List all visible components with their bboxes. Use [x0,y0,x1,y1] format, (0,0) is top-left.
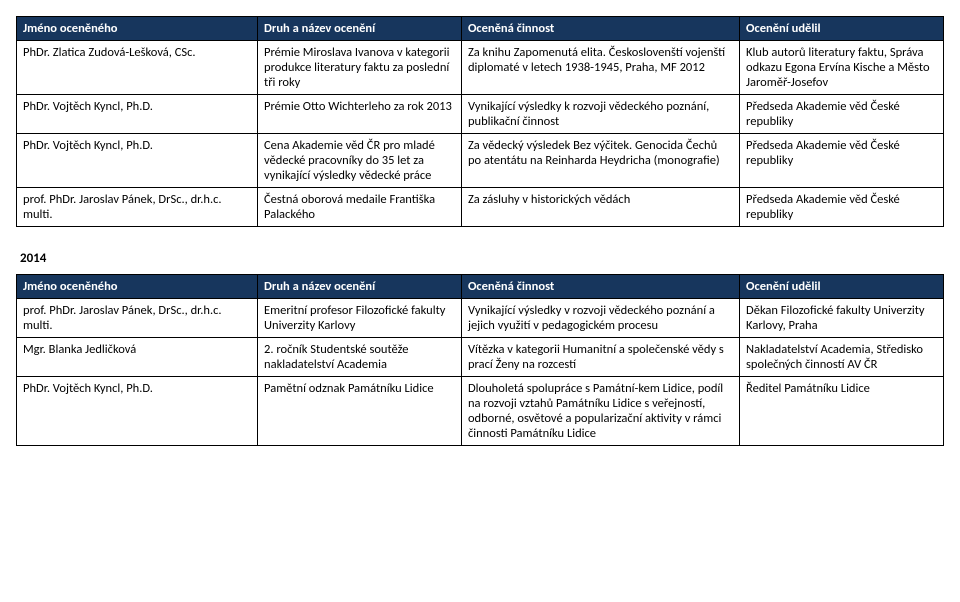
cell-activity: Za knihu Zapomenutá elita. Českoslovenšt… [461,41,739,95]
col-header-award: Druh a název ocenění [258,275,462,299]
cell-granted: Nakladatelství Academia, Středisko spole… [740,338,944,377]
cell-name: prof. PhDr. Jaroslav Pánek, DrSc., dr.h.… [17,188,258,227]
table-row: PhDr. Vojtěch Kyncl, Ph.D. Prémie Otto W… [17,95,944,134]
cell-activity: Dlouholetá spolupráce s Památní-kem Lidi… [461,377,739,446]
cell-activity: Vynikající výsledky v rozvoji vědeckého … [461,299,739,338]
cell-award: Emeritní profesor Filozofické fakulty Un… [258,299,462,338]
cell-granted: Klub autorů literatury faktu, Správa odk… [740,41,944,95]
cell-granted: Předseda Akademie věd České republiky [740,134,944,188]
col-header-granted: Ocenění udělil [740,275,944,299]
cell-activity: Za vědecký výsledek Bez výčitek. Genocid… [461,134,739,188]
awards-table-1: Jméno oceněného Druh a název ocenění Oce… [16,16,944,227]
cell-granted: Děkan Filozofické fakulty Univerzity Kar… [740,299,944,338]
year-heading: 2014 [20,251,944,266]
table-row: prof. PhDr. Jaroslav Pánek, DrSc., dr.h.… [17,188,944,227]
col-header-activity: Oceněná činnost [461,17,739,41]
awards-table-2: Jméno oceněného Druh a název ocenění Oce… [16,274,944,446]
table-row: PhDr. Zlatica Zudová-Lešková, CSc. Prémi… [17,41,944,95]
cell-award: Prémie Otto Wichterleho za rok 2013 [258,95,462,134]
cell-activity: Za zásluhy v historických vědách [461,188,739,227]
cell-award: Čestná oborová medaile Františka Palacké… [258,188,462,227]
cell-granted: Předseda Akademie věd České republiky [740,95,944,134]
cell-name: PhDr. Vojtěch Kyncl, Ph.D. [17,377,258,446]
cell-name: PhDr. Zlatica Zudová-Lešková, CSc. [17,41,258,95]
table-row: prof. PhDr. Jaroslav Pánek, DrSc., dr.h.… [17,299,944,338]
cell-granted: Ředitel Památníku Lidice [740,377,944,446]
table-row: PhDr. Vojtěch Kyncl, Ph.D. Cena Akademie… [17,134,944,188]
cell-award: Prémie Miroslava Ivanova v kategorii pro… [258,41,462,95]
cell-granted: Předseda Akademie věd České republiky [740,188,944,227]
cell-name: Mgr. Blanka Jedličková [17,338,258,377]
col-header-activity: Oceněná činnost [461,275,739,299]
col-header-granted: Ocenění udělil [740,17,944,41]
cell-activity: Vítězka v kategorii Humanitní a společen… [461,338,739,377]
table-row: PhDr. Vojtěch Kyncl, Ph.D. Pamětní odzna… [17,377,944,446]
cell-name: PhDr. Vojtěch Kyncl, Ph.D. [17,134,258,188]
cell-award: Cena Akademie věd ČR pro mladé vědecké p… [258,134,462,188]
col-header-award: Druh a název ocenění [258,17,462,41]
cell-award: 2. ročník Studentské soutěže nakladatels… [258,338,462,377]
cell-name: PhDr. Vojtěch Kyncl, Ph.D. [17,95,258,134]
cell-activity: Vynikající výsledky k rozvoji vědeckého … [461,95,739,134]
col-header-name: Jméno oceněného [17,275,258,299]
cell-award: Pamětní odznak Památníku Lidice [258,377,462,446]
col-header-name: Jméno oceněného [17,17,258,41]
table-row: Mgr. Blanka Jedličková 2. ročník Student… [17,338,944,377]
cell-name: prof. PhDr. Jaroslav Pánek, DrSc., dr.h.… [17,299,258,338]
